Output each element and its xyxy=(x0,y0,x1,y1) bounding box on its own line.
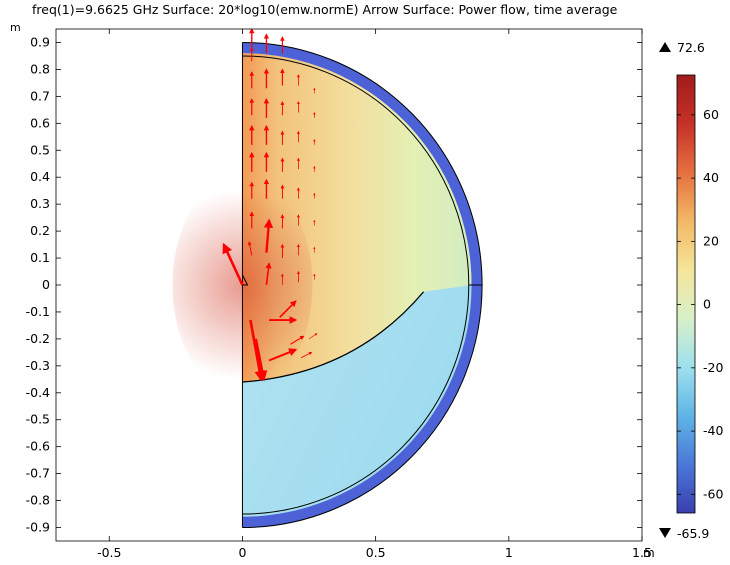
y-tick-label: -0.8 xyxy=(26,493,50,508)
x-tick-label: 0.5 xyxy=(366,545,386,560)
power-flow-arrow xyxy=(249,319,265,382)
x-tick-label: 0 xyxy=(238,545,246,560)
y-tick-label: 0.8 xyxy=(30,61,50,76)
power-flow-arrow xyxy=(247,241,253,256)
colorbar-tick-label: 0 xyxy=(703,297,711,312)
x-tick-label: 1.5 xyxy=(632,545,652,560)
colorbar-tick-label: 40 xyxy=(703,170,719,185)
colorbar-scale xyxy=(676,74,696,514)
colorbar-tick-label: 20 xyxy=(703,233,719,248)
y-tick-label: -0.2 xyxy=(26,331,50,346)
field-plot xyxy=(172,41,483,529)
power-flow-arrows xyxy=(222,29,318,382)
power-flow-arrow xyxy=(268,348,298,362)
power-flow-arrow xyxy=(263,218,274,253)
power-flow-arrow xyxy=(222,242,244,286)
y-tick-label: -0.1 xyxy=(26,304,50,319)
y-tick-label: -0.7 xyxy=(26,466,50,481)
colorbar-tick-label: 60 xyxy=(703,107,719,122)
inner-boundary xyxy=(242,55,470,515)
power-flow-arrow xyxy=(308,333,318,340)
y-tick-label: 0.1 xyxy=(30,250,50,265)
axes: -0.5 0 0.5 1 1.5 0.9 0.8 0.7 0.6 0.5 0.4 0.3 0.2 0.1 0… xyxy=(26,28,652,560)
colorbar-tick-label: -60 xyxy=(703,486,723,501)
y-tick-label: -0.5 xyxy=(26,412,50,427)
power-flow-arrow xyxy=(290,335,305,345)
colorbar: 72.6 -65.9 60 40 20 0 -20 -40 -60 xyxy=(659,40,723,541)
y-tick-label: 0.5 xyxy=(30,142,50,157)
x-tick-label: 1 xyxy=(505,545,513,560)
y-tick-label: 0.4 xyxy=(30,169,50,184)
x-tick-label: -0.5 xyxy=(97,545,121,560)
y-tick-label: -0.6 xyxy=(26,439,50,454)
colorbar-tick-label: -40 xyxy=(703,423,723,438)
lens-boundary xyxy=(242,291,425,383)
y-tick-label: -0.4 xyxy=(26,385,50,400)
power-flow-arrow xyxy=(300,351,313,359)
colorbar-tick-label: -20 xyxy=(703,360,723,375)
colorbar-min-label: -65.9 xyxy=(677,526,709,541)
y-tick-label: 0.9 xyxy=(30,34,50,49)
plot-title: freq(1)=9.6625 GHz Surface: 20*log10(emw… xyxy=(32,2,618,17)
source-marker xyxy=(242,274,249,286)
x-unit-label: m xyxy=(643,546,655,560)
y-tick-label: 0 xyxy=(42,277,50,292)
y-tick-label: -0.9 xyxy=(26,520,50,535)
colorbar-min-marker xyxy=(659,528,671,538)
colorbar-max-marker xyxy=(659,42,671,52)
power-flow-arrow xyxy=(279,300,297,318)
y-tick-label: 0.3 xyxy=(30,196,50,211)
y-unit-label: m xyxy=(10,21,21,34)
colorbar-max-label: 72.6 xyxy=(677,40,705,55)
y-tick-label: 0.7 xyxy=(30,88,50,103)
power-flow-arrow xyxy=(254,338,268,382)
y-tick-label: -0.3 xyxy=(26,358,50,373)
y-tick-label: 0.6 xyxy=(30,115,50,130)
power-flow-arrow xyxy=(265,262,272,286)
y-tick-label: 0.2 xyxy=(30,223,50,238)
colorbar-ticks: 60 40 20 0 -20 -40 -60 xyxy=(677,107,723,501)
